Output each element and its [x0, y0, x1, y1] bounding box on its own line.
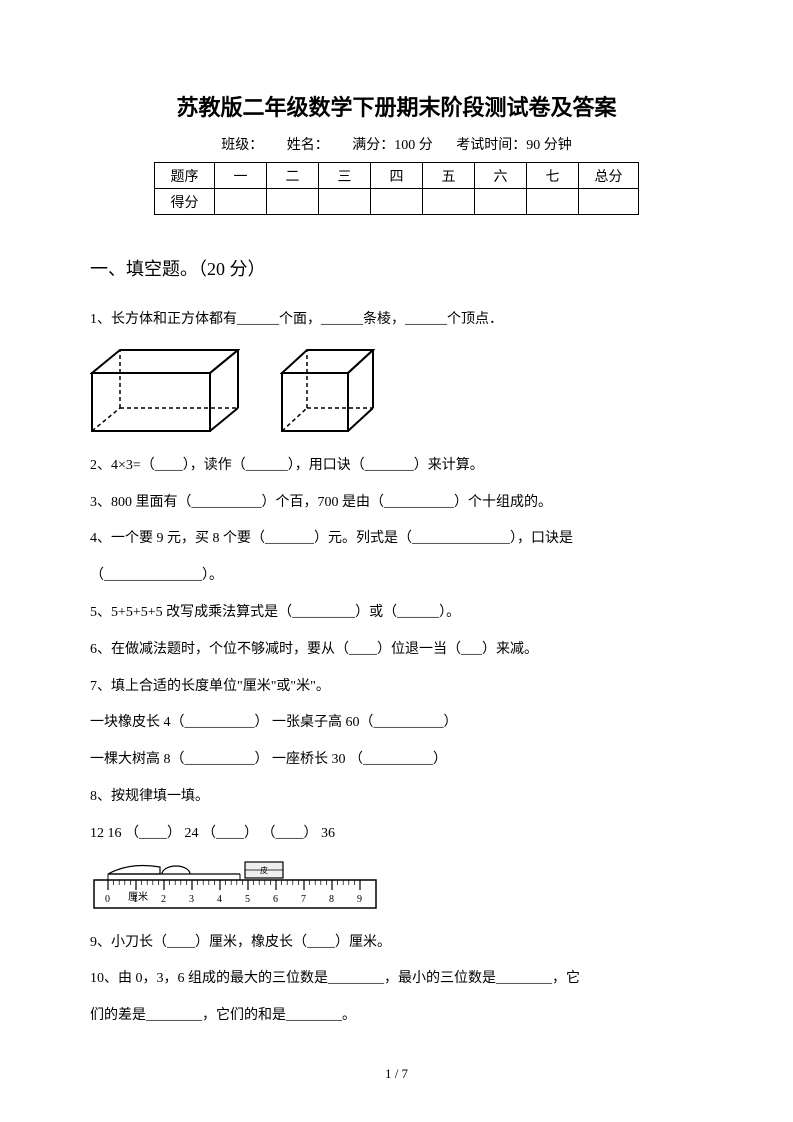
table-row: 得分	[155, 189, 639, 215]
time-label: 考试时间：90 分钟	[456, 138, 572, 153]
svg-text:6: 6	[273, 894, 278, 905]
question-7b: 一棵大树高 8（__________） 一座桥长 30 （__________）	[90, 745, 703, 776]
cell	[579, 189, 639, 215]
class-label: 班级：	[221, 138, 263, 153]
cell: 四	[371, 163, 423, 189]
question-4b: （______________）。	[90, 561, 703, 592]
cell: 六	[475, 163, 527, 189]
ruler-figure: 皮 0123456789 厘米	[90, 858, 703, 918]
page-footer: 1 / 7	[0, 1066, 793, 1082]
svg-text:3: 3	[189, 894, 194, 905]
svg-text:皮: 皮	[260, 865, 268, 875]
page-title: 苏教版二年级数学下册期末阶段测试卷及答案	[90, 90, 703, 122]
cell: 二	[267, 163, 319, 189]
question-8a: 12 16 （____） 24 （____） （____） 36	[90, 819, 703, 850]
question-5: 5、5+5+5+5 改写成乘法算式是（_________）或（______）。	[90, 598, 703, 629]
cell: 五	[423, 163, 475, 189]
svg-text:0: 0	[105, 894, 110, 905]
cell	[475, 189, 527, 215]
cube-shape	[280, 348, 375, 433]
cell	[527, 189, 579, 215]
svg-text:8: 8	[329, 894, 334, 905]
eraser-shape: 皮	[245, 862, 283, 878]
cell	[215, 189, 267, 215]
question-6: 6、在做减法题时，个位不够减时，要从（____）位退一当（___）来减。	[90, 635, 703, 666]
score-table: 题序 一 二 三 四 五 六 七 总分 得分	[154, 162, 639, 215]
cell: 三	[319, 163, 371, 189]
svg-text:9: 9	[357, 894, 362, 905]
cell	[319, 189, 371, 215]
svg-text:4: 4	[217, 894, 222, 905]
svg-text:7: 7	[301, 894, 306, 905]
cuboid-shape	[90, 348, 240, 433]
question-7a: 一块橡皮长 4（__________） 一张桌子高 60（__________）	[90, 708, 703, 739]
svg-text:5: 5	[245, 894, 250, 905]
question-10a: 10、由 0，3，6 组成的最大的三位数是________，最小的三位数是___…	[90, 964, 703, 995]
cell-header: 题序	[155, 163, 215, 189]
meta-row: 班级： 姓名： 满分：100 分 考试时间：90 分钟	[90, 134, 703, 154]
question-8: 8、按规律填一填。	[90, 782, 703, 813]
svg-text:2: 2	[161, 894, 166, 905]
shapes-row	[90, 348, 703, 433]
question-1: 1、长方体和正方体都有______个面，______条棱，______个顶点．	[90, 305, 703, 336]
question-4a: 4、一个要 9 元，买 8 个要（_______）元。列式是（_________…	[90, 524, 703, 555]
ruler-unit: 厘米	[128, 890, 148, 903]
question-7: 7、填上合适的长度单位"厘米"或"米"。	[90, 672, 703, 703]
knife-shape	[108, 865, 240, 879]
question-10b: 们的差是________，它们的和是________。	[90, 1001, 703, 1032]
cell: 总分	[579, 163, 639, 189]
table-row: 题序 一 二 三 四 五 六 七 总分	[155, 163, 639, 189]
cell	[423, 189, 475, 215]
question-3: 3、800 里面有（__________）个百，700 是由（_________…	[90, 488, 703, 519]
fullscore-label: 满分：100 分	[352, 138, 433, 153]
cell: 一	[215, 163, 267, 189]
cell: 七	[527, 163, 579, 189]
section-heading: 一、填空题。（20 分）	[90, 255, 703, 281]
cell-header: 得分	[155, 189, 215, 215]
cell	[371, 189, 423, 215]
cell	[267, 189, 319, 215]
question-2: 2、4×3=（____），读作（______），用口诀（_______）来计算。	[90, 451, 703, 482]
name-label: 姓名：	[287, 138, 329, 153]
question-9: 9、小刀长（____）厘米，橡皮长（____）厘米。	[90, 928, 703, 959]
